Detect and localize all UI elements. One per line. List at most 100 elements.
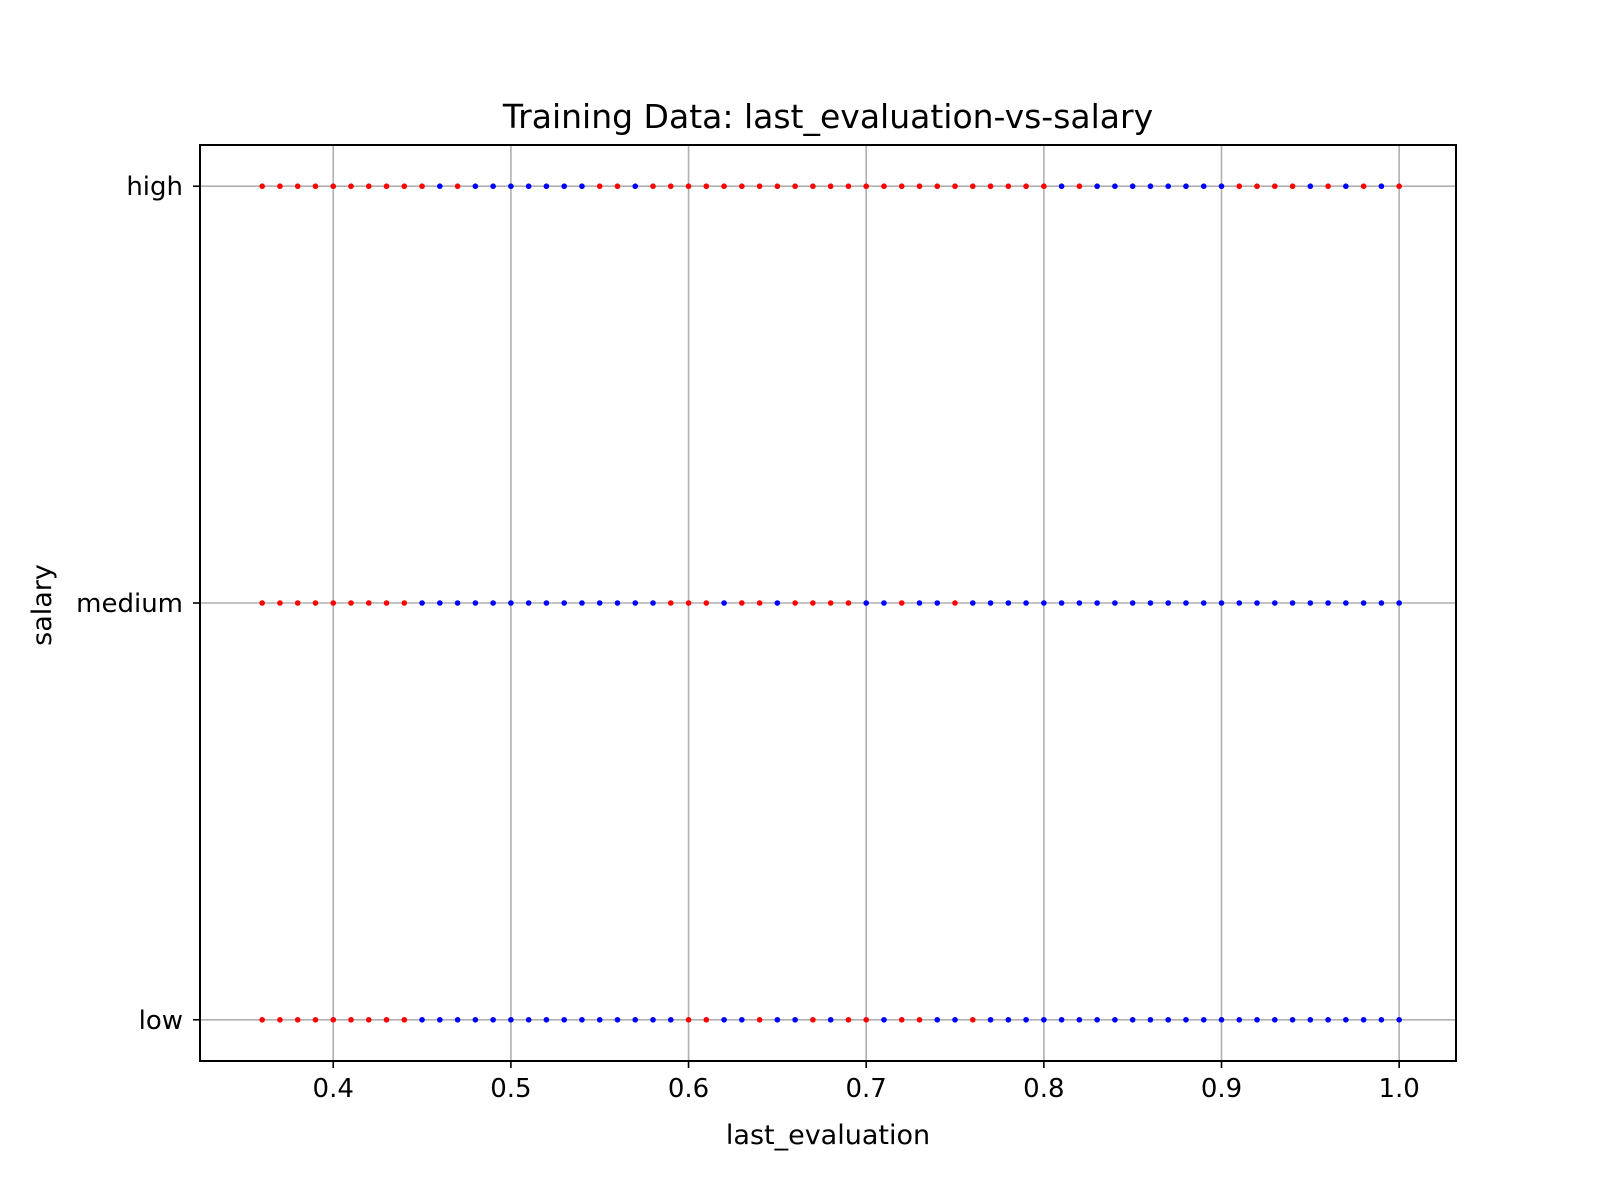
data-point [330,183,337,190]
points-layer [259,183,1402,1023]
data-point [650,183,656,190]
data-point [1094,600,1100,606]
data-point [579,600,585,606]
data-point [490,183,496,190]
data-point [827,600,834,606]
data-point [1005,1016,1012,1023]
data-point [330,600,337,606]
data-point [1325,600,1331,606]
data-point [863,1016,869,1023]
data-point [952,1016,958,1023]
data-point [614,600,621,606]
data-point [898,1016,905,1023]
data-point [667,600,674,606]
data-point [1378,1016,1385,1023]
data-point [1396,600,1402,606]
data-point [419,600,425,606]
data-point [1041,183,1047,190]
data-point [1396,1016,1402,1023]
data-point [1289,600,1296,606]
data-point [419,1016,425,1023]
data-point [1076,1016,1083,1023]
data-point [952,600,958,606]
x-tick-label: 0.4 [313,1074,354,1104]
data-point [1147,1016,1154,1023]
data-point [401,183,408,190]
data-point [987,1016,994,1023]
data-point [739,600,745,606]
data-point [1378,183,1385,190]
ticks-layer: 0.4 0.5 0.6 0.7 0.8 0.9 1.0 low medium high [76,172,1420,1104]
data-point [1289,183,1296,190]
data-point [1236,183,1243,190]
data-point [810,600,816,606]
data-point [969,600,976,606]
x-tick-label: 0.5 [490,1074,531,1104]
data-point [916,600,923,606]
data-point [987,183,994,190]
data-point [1076,600,1083,606]
data-point [1200,183,1207,190]
data-point [596,183,603,190]
data-point [756,1016,763,1023]
data-point [845,1016,852,1023]
data-point [1360,600,1367,606]
x-tick-label: 0.7 [846,1074,887,1104]
data-point [1218,183,1225,190]
data-point [454,1016,461,1023]
data-point [1378,600,1385,606]
data-point [579,183,585,190]
data-point [508,600,514,606]
data-point [1325,183,1331,190]
data-point [685,1016,692,1023]
y-tick-label: high [126,172,183,202]
data-point [1112,600,1118,606]
data-point [667,1016,674,1023]
data-point [1058,1016,1065,1023]
data-point [739,1016,745,1023]
data-point [632,600,639,606]
y-axis-label: salary [27,564,58,646]
data-point [792,183,798,190]
data-point [1183,600,1189,606]
data-point [774,1016,781,1023]
data-point [863,183,869,190]
data-point [472,600,479,606]
chart-title: Training Data: last_evaluation-vs-salary [502,97,1153,136]
data-point [312,600,319,606]
data-point [685,183,692,190]
data-point [454,183,461,190]
data-point [614,1016,621,1023]
data-point [348,1016,354,1023]
data-point [774,600,781,606]
data-point [774,183,781,190]
data-point [490,600,496,606]
data-point [1094,183,1100,190]
data-point [703,183,710,190]
x-axis-label: last_evaluation [726,1120,930,1151]
data-point [881,1016,887,1023]
data-point [1165,1016,1172,1023]
data-point [614,183,621,190]
data-point [525,1016,532,1023]
data-point [1094,1016,1100,1023]
data-point [1058,600,1065,606]
data-point [827,183,834,190]
data-point [508,183,514,190]
data-point [827,1016,834,1023]
data-point [1129,183,1136,190]
data-point [1076,183,1083,190]
data-point [632,183,639,190]
data-point [277,183,283,190]
data-point [437,183,443,190]
data-point [437,1016,443,1023]
data-point [1165,600,1172,606]
data-point [810,1016,816,1023]
data-point [721,183,727,190]
data-point [259,183,265,190]
data-point [1129,1016,1136,1023]
data-point [1023,183,1029,190]
data-point [543,183,550,190]
data-point [1307,1016,1314,1023]
